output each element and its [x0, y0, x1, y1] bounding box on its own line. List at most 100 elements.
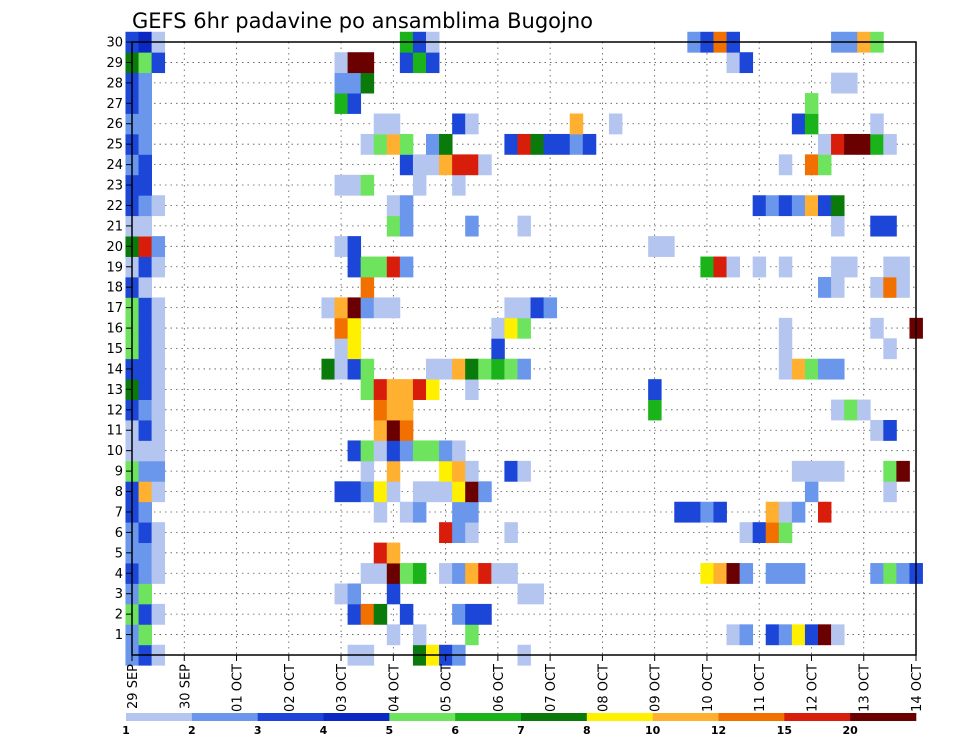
precip-cell: [138, 603, 152, 625]
precip-cell: [831, 460, 845, 482]
precip-cell: [608, 113, 623, 135]
y-tick-label: 25: [106, 138, 123, 153]
precip-cell: [138, 624, 152, 646]
precip-cell: [138, 276, 152, 298]
y-tick-label: 26: [106, 117, 123, 132]
y-tick-label: 16: [106, 322, 123, 337]
y-tick-label: 17: [106, 301, 123, 316]
precip-cell: [896, 276, 910, 298]
precip-cell: [373, 399, 388, 421]
precip-cell: [334, 317, 348, 339]
precip-cell: [347, 174, 362, 196]
precip-cell: [478, 154, 492, 176]
precip-cell: [452, 501, 466, 523]
precip-cell: [713, 256, 727, 278]
precip-cell: [334, 358, 348, 380]
precip-cell: [831, 358, 845, 380]
precip-cell: [883, 481, 897, 503]
legend-label: 12: [711, 724, 726, 737]
y-tick-label: 15: [106, 342, 123, 357]
y-tick-label: 10: [106, 444, 123, 459]
precip-cell: [478, 603, 492, 625]
precip-cell: [386, 624, 401, 646]
legend-label: 7: [517, 724, 525, 737]
legend-swatch: [652, 713, 719, 721]
precip-cell: [791, 358, 806, 380]
precip-cell: [870, 317, 884, 339]
precip-cell: [138, 236, 152, 257]
precip-cell: [831, 276, 845, 298]
precip-cell: [347, 297, 362, 319]
precip-cell: [360, 481, 375, 503]
precip-cell: [883, 563, 897, 584]
precip-cell: [844, 133, 858, 155]
precip-cell: [373, 440, 388, 462]
precip-cell: [386, 256, 401, 278]
precip-cell: [818, 195, 832, 217]
y-tick-label: 19: [106, 260, 123, 275]
legend-swatch: [784, 713, 851, 721]
precip-cell: [347, 72, 362, 94]
y-tick-label: 13: [106, 383, 123, 398]
precip-cell: [739, 624, 754, 646]
precip-cell: [831, 133, 845, 155]
precip-cell: [138, 317, 152, 339]
x-tick-label: 01 OCT: [231, 664, 246, 712]
precip-cell: [739, 522, 754, 544]
precip-cell: [386, 542, 401, 564]
precip-cell: [439, 133, 453, 155]
precip-cell: [360, 460, 375, 482]
y-tick-label: 22: [106, 199, 123, 214]
precip-cell: [386, 460, 401, 482]
legend-label: 3: [254, 724, 262, 737]
precip-cell: [831, 215, 845, 237]
precip-cell: [857, 133, 871, 155]
x-tick-label: 30 SEP: [178, 664, 193, 709]
precip-cell: [530, 583, 544, 605]
precip-cell: [412, 440, 427, 462]
precip-cell: [412, 174, 427, 196]
precip-cell: [138, 440, 152, 462]
precip-cell: [386, 195, 401, 217]
precip-cell: [151, 542, 166, 564]
precip-cell: [791, 460, 806, 482]
precip-cell: [151, 481, 166, 503]
legend-label: 10: [645, 724, 661, 737]
precip-cell: [386, 379, 401, 400]
x-tick-label: 09 OCT: [649, 664, 664, 712]
precip-cell: [386, 583, 401, 605]
precip-cell: [386, 399, 401, 421]
precip-cell: [517, 460, 531, 482]
precip-cell: [373, 481, 388, 503]
x-tick-label: 10 OCT: [701, 664, 716, 712]
precip-cell: [465, 501, 479, 523]
precip-cell: [399, 440, 414, 462]
precip-cell: [818, 460, 832, 482]
precip-cell: [491, 358, 505, 380]
precip-cell: [373, 542, 388, 564]
precip-cell: [452, 113, 466, 135]
precip-cell: [399, 420, 414, 441]
precip-cell: [465, 563, 479, 584]
precip-cell: [791, 113, 806, 135]
x-tick-label: 04 OCT: [387, 664, 402, 712]
precip-cell: [648, 236, 662, 257]
precip-cell: [452, 154, 466, 176]
precip-cell: [138, 338, 152, 360]
precip-cell: [504, 563, 518, 584]
precip-cell: [804, 358, 819, 380]
precip-cell: [465, 215, 479, 237]
precip-cell: [504, 133, 518, 155]
precip-cell: [399, 379, 414, 400]
precip-cell: [347, 236, 362, 257]
precip-cell: [556, 133, 571, 155]
precip-cell: [752, 522, 767, 544]
precip-cell: [138, 522, 152, 544]
y-tick-label: 18: [106, 281, 123, 296]
precip-cell: [700, 563, 714, 584]
legend-swatch: [257, 713, 324, 721]
precip-cell: [399, 52, 414, 74]
precip-cell: [321, 358, 335, 380]
precip-cell: [334, 52, 348, 74]
precip-cell: [465, 358, 479, 380]
